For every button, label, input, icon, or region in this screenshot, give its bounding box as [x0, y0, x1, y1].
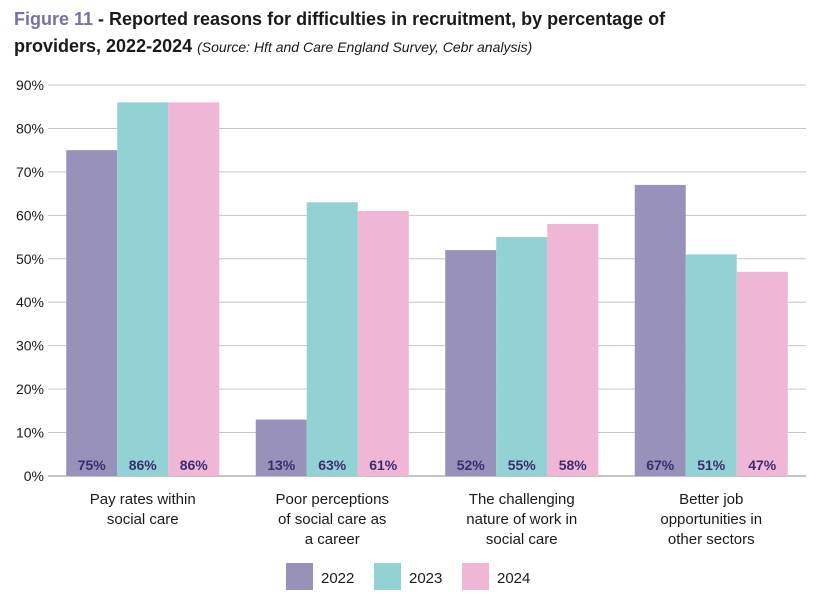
title-line-2: providers, 2022-2024 (Source: Hft and Ca… — [14, 33, 824, 61]
y-tick-label: 90% — [16, 77, 44, 93]
data-label: 86% — [129, 457, 158, 473]
source-note: (Source: Hft and Care England Survey, Ce… — [197, 39, 533, 55]
legend-swatch — [286, 563, 313, 590]
bar — [547, 224, 599, 476]
title-text-1: - Reported reasons for difficulties in r… — [93, 9, 666, 29]
data-label: 75% — [78, 457, 107, 473]
y-tick-label: 0% — [24, 468, 44, 484]
bar — [255, 419, 307, 476]
title-text-2: providers, 2022-2024 — [14, 36, 193, 56]
y-tick-label: 40% — [16, 294, 44, 310]
legend-label: 2023 — [409, 570, 442, 587]
bar — [168, 102, 220, 476]
y-tick-label: 80% — [16, 120, 44, 136]
title-line-1: Figure 11 - Reported reasons for difficu… — [14, 6, 824, 33]
y-tick-label: 30% — [16, 338, 44, 354]
legend-label: 2022 — [321, 570, 354, 587]
x-category-label: Pay rates within — [90, 491, 196, 508]
data-label: 63% — [318, 457, 347, 473]
data-label: 52% — [457, 457, 486, 473]
bar — [685, 254, 737, 476]
y-tick-label: 70% — [16, 164, 44, 180]
x-category-label: other sectors — [668, 531, 755, 548]
data-label: 55% — [508, 457, 537, 473]
x-category-label: The challenging — [469, 491, 575, 508]
data-label: 47% — [748, 457, 777, 473]
bar — [66, 150, 118, 476]
data-label: 67% — [646, 457, 675, 473]
data-label: 86% — [180, 457, 209, 473]
legend-swatch — [374, 563, 401, 590]
bar — [357, 210, 409, 476]
chart-title: Figure 11 - Reported reasons for difficu… — [14, 6, 824, 61]
x-category-label: a career — [305, 531, 360, 548]
y-tick-label: 20% — [16, 381, 44, 397]
bar — [117, 102, 169, 476]
data-label: 51% — [697, 457, 726, 473]
bar — [445, 250, 497, 476]
y-tick-label: 10% — [16, 425, 44, 441]
y-tick-label: 50% — [16, 251, 44, 267]
bar — [634, 184, 686, 476]
data-label: 61% — [369, 457, 398, 473]
data-label: 13% — [267, 457, 296, 473]
x-category-label: Better job — [679, 491, 743, 508]
bar — [496, 237, 548, 476]
x-category-label: Poor perceptions — [276, 491, 389, 508]
x-category-label: nature of work in — [466, 511, 577, 528]
bar — [306, 202, 358, 477]
x-category-label: opportunities in — [660, 511, 762, 528]
x-category-label: social care — [107, 511, 179, 528]
figure-label: Figure 11 — [14, 9, 94, 29]
legend-swatch — [462, 563, 489, 590]
legend-label: 2024 — [497, 570, 530, 587]
x-category-label: social care — [486, 531, 558, 548]
y-tick-label: 60% — [16, 207, 44, 223]
data-label: 58% — [559, 457, 588, 473]
x-category-label: of social care as — [278, 511, 386, 528]
bar — [736, 271, 788, 476]
